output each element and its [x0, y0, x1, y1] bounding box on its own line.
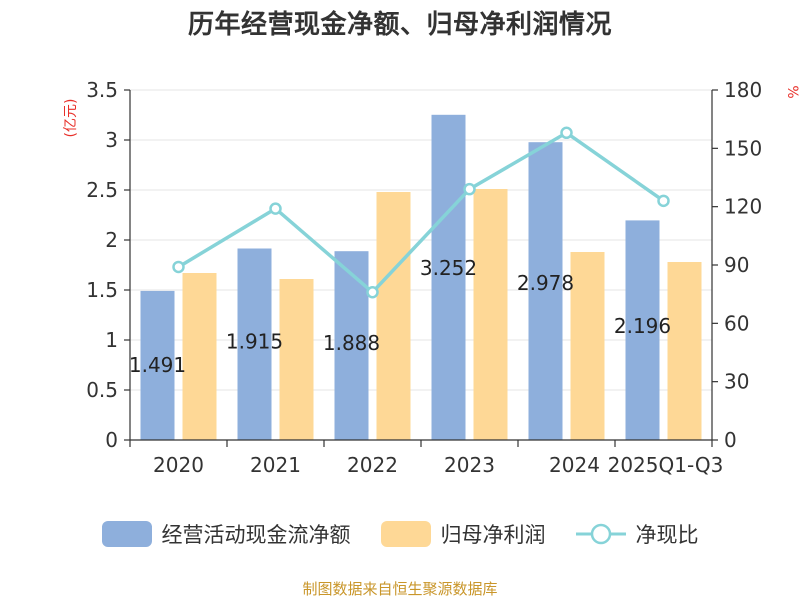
- bar-cashflow: [625, 220, 660, 440]
- bar-cashflow: [237, 248, 272, 440]
- y-left-tick-label: 1: [105, 328, 118, 352]
- legend-label-cashflow: 经营活动现金流净额: [161, 523, 351, 547]
- y-right-tick-label: 180: [724, 78, 762, 102]
- ratio-point: [560, 126, 573, 140]
- legend-label-net-profit: 归母净利润: [440, 523, 546, 547]
- bar-net-profit: [667, 262, 702, 440]
- x-tick-label: 2023: [444, 453, 495, 477]
- legend-label-ratio: 净现比: [635, 523, 699, 547]
- y-left-tick-label: 0.5: [86, 378, 118, 402]
- data-label-cashflow: 1.491: [129, 353, 186, 377]
- data-label-cashflow: 2.196: [614, 314, 671, 338]
- bar-net-profit: [473, 189, 508, 440]
- y-right-tick-label: 30: [724, 370, 749, 394]
- y-right-tick-label: 150: [724, 136, 762, 160]
- ratio-point: [269, 202, 282, 215]
- y-right-tick-label: 120: [724, 195, 762, 219]
- legend-line-marker-icon: [575, 523, 626, 545]
- data-label-cashflow: 2.978: [517, 271, 574, 295]
- x-tick-label: 2021: [250, 453, 301, 477]
- x-tick-label: 2022: [347, 453, 398, 477]
- bar-net-profit: [182, 273, 217, 440]
- legend-item-net-profit[interactable]: 归母净利润: [380, 519, 546, 549]
- ratio-point: [463, 182, 476, 196]
- y-left-tick-label: 2.5: [86, 178, 118, 202]
- data-label-cashflow: 1.888: [323, 331, 380, 355]
- data-label-cashflow: 1.915: [226, 330, 283, 354]
- chart-title: 历年经营现金净额、归母净利润情况: [187, 10, 612, 40]
- x-tick-label: 2024: [549, 453, 600, 477]
- y-left-tick-label: 3: [105, 128, 118, 152]
- y-left-unit-label: (亿元): [63, 99, 79, 138]
- legend-swatch-cashflow: [101, 521, 152, 547]
- bar-cashflow: [528, 142, 563, 440]
- legend-item-cashflow[interactable]: 经营活动现金流净额: [101, 519, 351, 549]
- y-right-unit-label: %: [784, 85, 800, 98]
- y-left-tick-label: 1.5: [86, 278, 118, 302]
- data-label-cashflow: 3.252: [420, 256, 477, 280]
- bar-net-profit: [279, 279, 314, 440]
- legend-swatch-net-profit: [380, 521, 431, 547]
- y-right-tick-label: 90: [724, 253, 749, 277]
- y-right-tick-label: 0: [724, 428, 737, 452]
- legend: 经营活动现金流净额 归母净利润 净现比: [0, 514, 800, 554]
- y-left-tick-label: 0: [105, 428, 118, 452]
- x-tick-label: 2025Q1-Q3: [608, 453, 724, 477]
- bar-net-profit: [376, 192, 411, 440]
- ratio-line: [177, 130, 665, 295]
- ratio-point: [657, 194, 670, 208]
- y-right-tick-label: 60: [724, 311, 749, 335]
- legend-item-ratio[interactable]: 净现比: [575, 519, 699, 549]
- y-left-tick-label: 2: [105, 228, 118, 252]
- ratio-point: [366, 285, 379, 299]
- x-tick-label: 2020: [153, 453, 204, 477]
- bar-cashflow: [140, 290, 175, 440]
- y-left-tick-label: 3.5: [86, 78, 118, 102]
- ratio-point: [172, 260, 185, 274]
- data-source-note: 制图数据来自恒生聚源数据库: [302, 580, 498, 598]
- bar-cashflow: [431, 114, 466, 441]
- bar-net-profit: [570, 252, 605, 440]
